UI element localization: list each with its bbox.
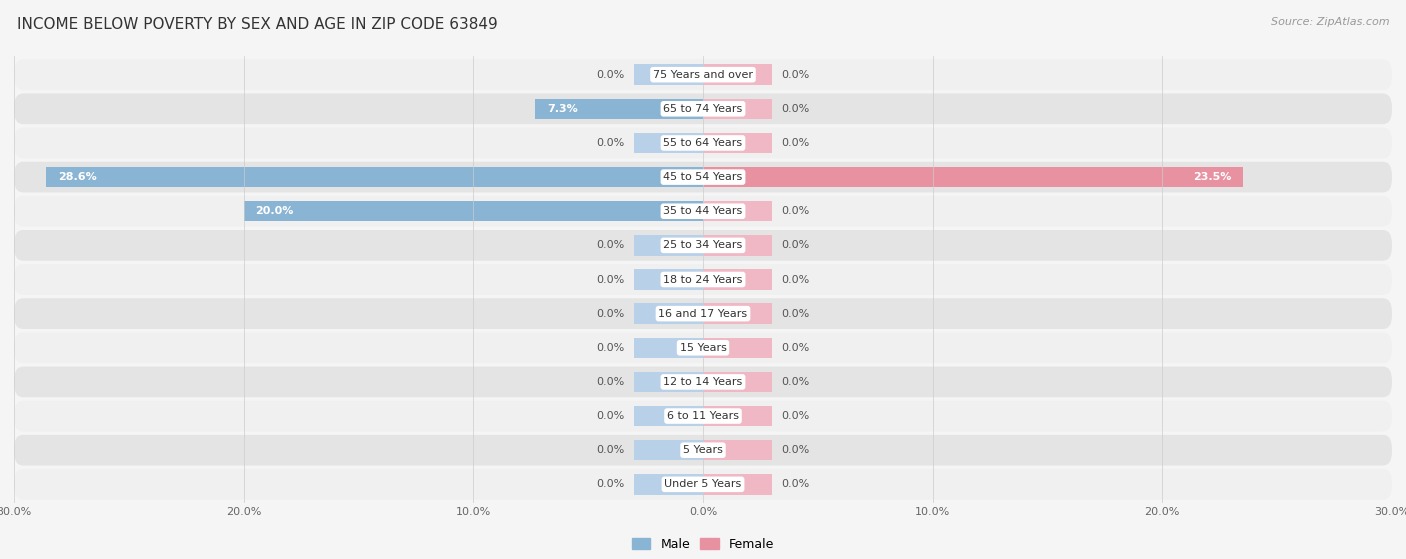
Bar — [703, 269, 772, 290]
Text: 0.0%: 0.0% — [596, 274, 624, 285]
Bar — [703, 64, 772, 85]
Bar — [703, 98, 772, 119]
Bar — [703, 132, 772, 153]
Text: 0.0%: 0.0% — [596, 377, 624, 387]
Text: 0.0%: 0.0% — [782, 240, 810, 250]
FancyBboxPatch shape — [14, 299, 1392, 329]
Bar — [703, 201, 772, 221]
Bar — [703, 474, 772, 495]
Bar — [703, 406, 772, 427]
Text: 75 Years and over: 75 Years and over — [652, 70, 754, 80]
Text: 55 to 64 Years: 55 to 64 Years — [664, 138, 742, 148]
Bar — [634, 235, 703, 255]
Text: 0.0%: 0.0% — [782, 377, 810, 387]
Bar — [634, 304, 703, 324]
Text: 23.5%: 23.5% — [1192, 172, 1232, 182]
Bar — [634, 440, 703, 461]
Text: 0.0%: 0.0% — [782, 206, 810, 216]
FancyBboxPatch shape — [14, 469, 1392, 500]
FancyBboxPatch shape — [14, 367, 1392, 397]
Text: 0.0%: 0.0% — [782, 309, 810, 319]
Text: 0.0%: 0.0% — [782, 479, 810, 489]
Text: 0.0%: 0.0% — [782, 274, 810, 285]
Bar — [46, 167, 703, 187]
Bar — [703, 167, 1243, 187]
FancyBboxPatch shape — [14, 333, 1392, 363]
Bar — [634, 64, 703, 85]
FancyBboxPatch shape — [14, 264, 1392, 295]
FancyBboxPatch shape — [14, 435, 1392, 466]
Text: 16 and 17 Years: 16 and 17 Years — [658, 309, 748, 319]
Bar — [634, 269, 703, 290]
Text: 0.0%: 0.0% — [782, 104, 810, 114]
Bar — [536, 98, 703, 119]
Bar — [634, 338, 703, 358]
Bar — [703, 372, 772, 392]
Text: 45 to 54 Years: 45 to 54 Years — [664, 172, 742, 182]
FancyBboxPatch shape — [14, 401, 1392, 432]
Text: 12 to 14 Years: 12 to 14 Years — [664, 377, 742, 387]
Text: INCOME BELOW POVERTY BY SEX AND AGE IN ZIP CODE 63849: INCOME BELOW POVERTY BY SEX AND AGE IN Z… — [17, 17, 498, 32]
Text: 0.0%: 0.0% — [782, 138, 810, 148]
FancyBboxPatch shape — [14, 59, 1392, 90]
Text: 0.0%: 0.0% — [596, 343, 624, 353]
Text: 25 to 34 Years: 25 to 34 Years — [664, 240, 742, 250]
Text: 0.0%: 0.0% — [596, 445, 624, 455]
Text: Source: ZipAtlas.com: Source: ZipAtlas.com — [1271, 17, 1389, 27]
Text: 0.0%: 0.0% — [596, 70, 624, 80]
Bar — [703, 235, 772, 255]
Bar — [703, 304, 772, 324]
Bar — [634, 132, 703, 153]
Bar — [634, 474, 703, 495]
Bar — [634, 372, 703, 392]
FancyBboxPatch shape — [14, 93, 1392, 124]
Text: 6 to 11 Years: 6 to 11 Years — [666, 411, 740, 421]
Text: 15 Years: 15 Years — [679, 343, 727, 353]
Text: 0.0%: 0.0% — [596, 138, 624, 148]
Text: 0.0%: 0.0% — [782, 445, 810, 455]
Text: 0.0%: 0.0% — [596, 240, 624, 250]
Text: 65 to 74 Years: 65 to 74 Years — [664, 104, 742, 114]
FancyBboxPatch shape — [14, 162, 1392, 192]
Text: 18 to 24 Years: 18 to 24 Years — [664, 274, 742, 285]
Text: 0.0%: 0.0% — [782, 411, 810, 421]
Bar — [703, 440, 772, 461]
Bar — [243, 201, 703, 221]
FancyBboxPatch shape — [14, 230, 1392, 260]
Text: 28.6%: 28.6% — [58, 172, 97, 182]
Legend: Male, Female: Male, Female — [631, 538, 775, 551]
Text: 20.0%: 20.0% — [256, 206, 294, 216]
FancyBboxPatch shape — [14, 196, 1392, 226]
Text: Under 5 Years: Under 5 Years — [665, 479, 741, 489]
Text: 35 to 44 Years: 35 to 44 Years — [664, 206, 742, 216]
Text: 0.0%: 0.0% — [782, 343, 810, 353]
Bar — [703, 338, 772, 358]
Bar — [634, 406, 703, 427]
Text: 5 Years: 5 Years — [683, 445, 723, 455]
Text: 0.0%: 0.0% — [782, 70, 810, 80]
Text: 0.0%: 0.0% — [596, 411, 624, 421]
Text: 0.0%: 0.0% — [596, 479, 624, 489]
Text: 7.3%: 7.3% — [547, 104, 578, 114]
Text: 0.0%: 0.0% — [596, 309, 624, 319]
FancyBboxPatch shape — [14, 127, 1392, 158]
